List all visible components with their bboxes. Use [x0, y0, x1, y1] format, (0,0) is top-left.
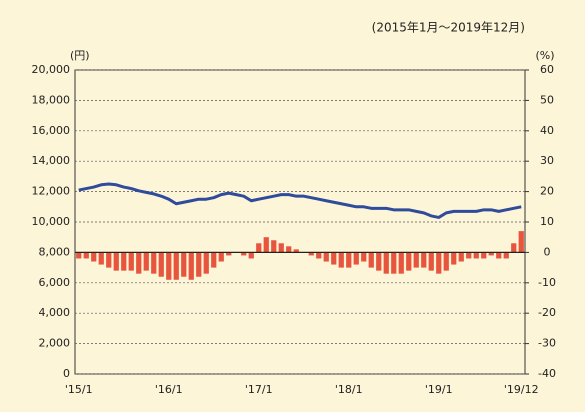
y2-tick-label: 40: [540, 124, 554, 137]
bar: [248, 252, 254, 259]
chart-title: (2015年1月～2019年12月): [372, 21, 525, 35]
bar: [353, 252, 359, 265]
bar: [376, 252, 382, 271]
y-tick-label: 20,000: [32, 63, 71, 76]
x-tick-label: '19/12: [504, 383, 539, 396]
bar: [466, 252, 472, 259]
bar: [203, 252, 209, 274]
y-tick-label: 14,000: [32, 154, 71, 167]
y-tick-label: 10,000: [32, 215, 71, 228]
bar: [218, 252, 224, 262]
bar: [413, 252, 419, 268]
y-axis-label: (円): [70, 49, 90, 62]
bar: [361, 252, 367, 262]
line: [78, 182, 522, 219]
bar: [293, 249, 299, 253]
x-tick-label: '15/1: [65, 383, 93, 396]
bar: [428, 252, 434, 271]
x-tick-label: '17/1: [245, 383, 273, 396]
y2-tick-label: -10: [538, 276, 556, 289]
bar: [496, 252, 502, 259]
y-tick-label: 16,000: [32, 124, 71, 137]
bar: [188, 252, 194, 280]
bar: [458, 252, 464, 262]
y2-tick-label: 20: [540, 185, 554, 198]
bar: [226, 252, 232, 256]
bar: [143, 252, 149, 271]
bar: [83, 252, 89, 259]
y2-axis-label: (%): [535, 49, 554, 62]
bar: [421, 252, 427, 268]
bar: [173, 252, 179, 280]
bar: [518, 231, 524, 253]
y2-tick-label: 10: [540, 215, 554, 228]
y-tick-label: 18,000: [32, 93, 71, 106]
bar: [451, 252, 457, 265]
bar: [488, 252, 494, 256]
bar: [481, 252, 487, 259]
y-tick-label: 4,000: [39, 306, 71, 319]
y-tick-label: 8,000: [39, 245, 71, 258]
x-tick-label: '16/1: [155, 383, 183, 396]
bar: [76, 252, 82, 259]
bar: [256, 243, 262, 253]
bar: [241, 252, 247, 256]
bar: [346, 252, 352, 268]
bar: [196, 252, 202, 277]
bar: [511, 243, 517, 253]
y2-tick-label: -40: [538, 367, 556, 380]
bar: [406, 252, 412, 271]
bar: [473, 252, 479, 259]
y2-tick-label: 30: [540, 154, 554, 167]
y-tick-label: 2,000: [39, 337, 71, 350]
y2-tick-label: 50: [540, 93, 554, 106]
bar: [106, 252, 112, 268]
x-tick-label: '19/1: [425, 383, 453, 396]
bar: [383, 252, 389, 274]
x-tick-label: '18/1: [335, 383, 363, 396]
bar: [368, 252, 374, 268]
bar: [166, 252, 172, 280]
bar: [113, 252, 119, 271]
bar: [181, 252, 187, 277]
y2-tick-label: -30: [538, 337, 556, 350]
y2-tick-label: -20: [538, 306, 556, 319]
bar: [323, 252, 329, 262]
bar: [316, 252, 322, 259]
bar: [211, 252, 217, 268]
bar: [308, 252, 314, 256]
bar: [98, 252, 104, 265]
y2-tick-label: 60: [540, 63, 554, 76]
bar: [151, 252, 157, 274]
bar: [271, 240, 277, 253]
bar: [331, 252, 337, 265]
y-tick-label: 12,000: [32, 185, 71, 198]
y-tick-label: 6,000: [39, 276, 71, 289]
bar: [503, 252, 509, 259]
bar: [121, 252, 127, 271]
bar: [91, 252, 97, 262]
y-tick-label: 0: [63, 367, 70, 380]
bar: [158, 252, 164, 277]
bar: [286, 246, 292, 253]
bar: [443, 252, 449, 271]
bar: [391, 252, 397, 274]
bar: [436, 252, 442, 274]
bar: [128, 252, 134, 271]
bar: [278, 243, 284, 253]
y2-tick-label: 0: [544, 245, 551, 258]
bar: [136, 252, 142, 274]
bar: [263, 237, 269, 253]
bar: [398, 252, 404, 274]
bar: [338, 252, 344, 268]
